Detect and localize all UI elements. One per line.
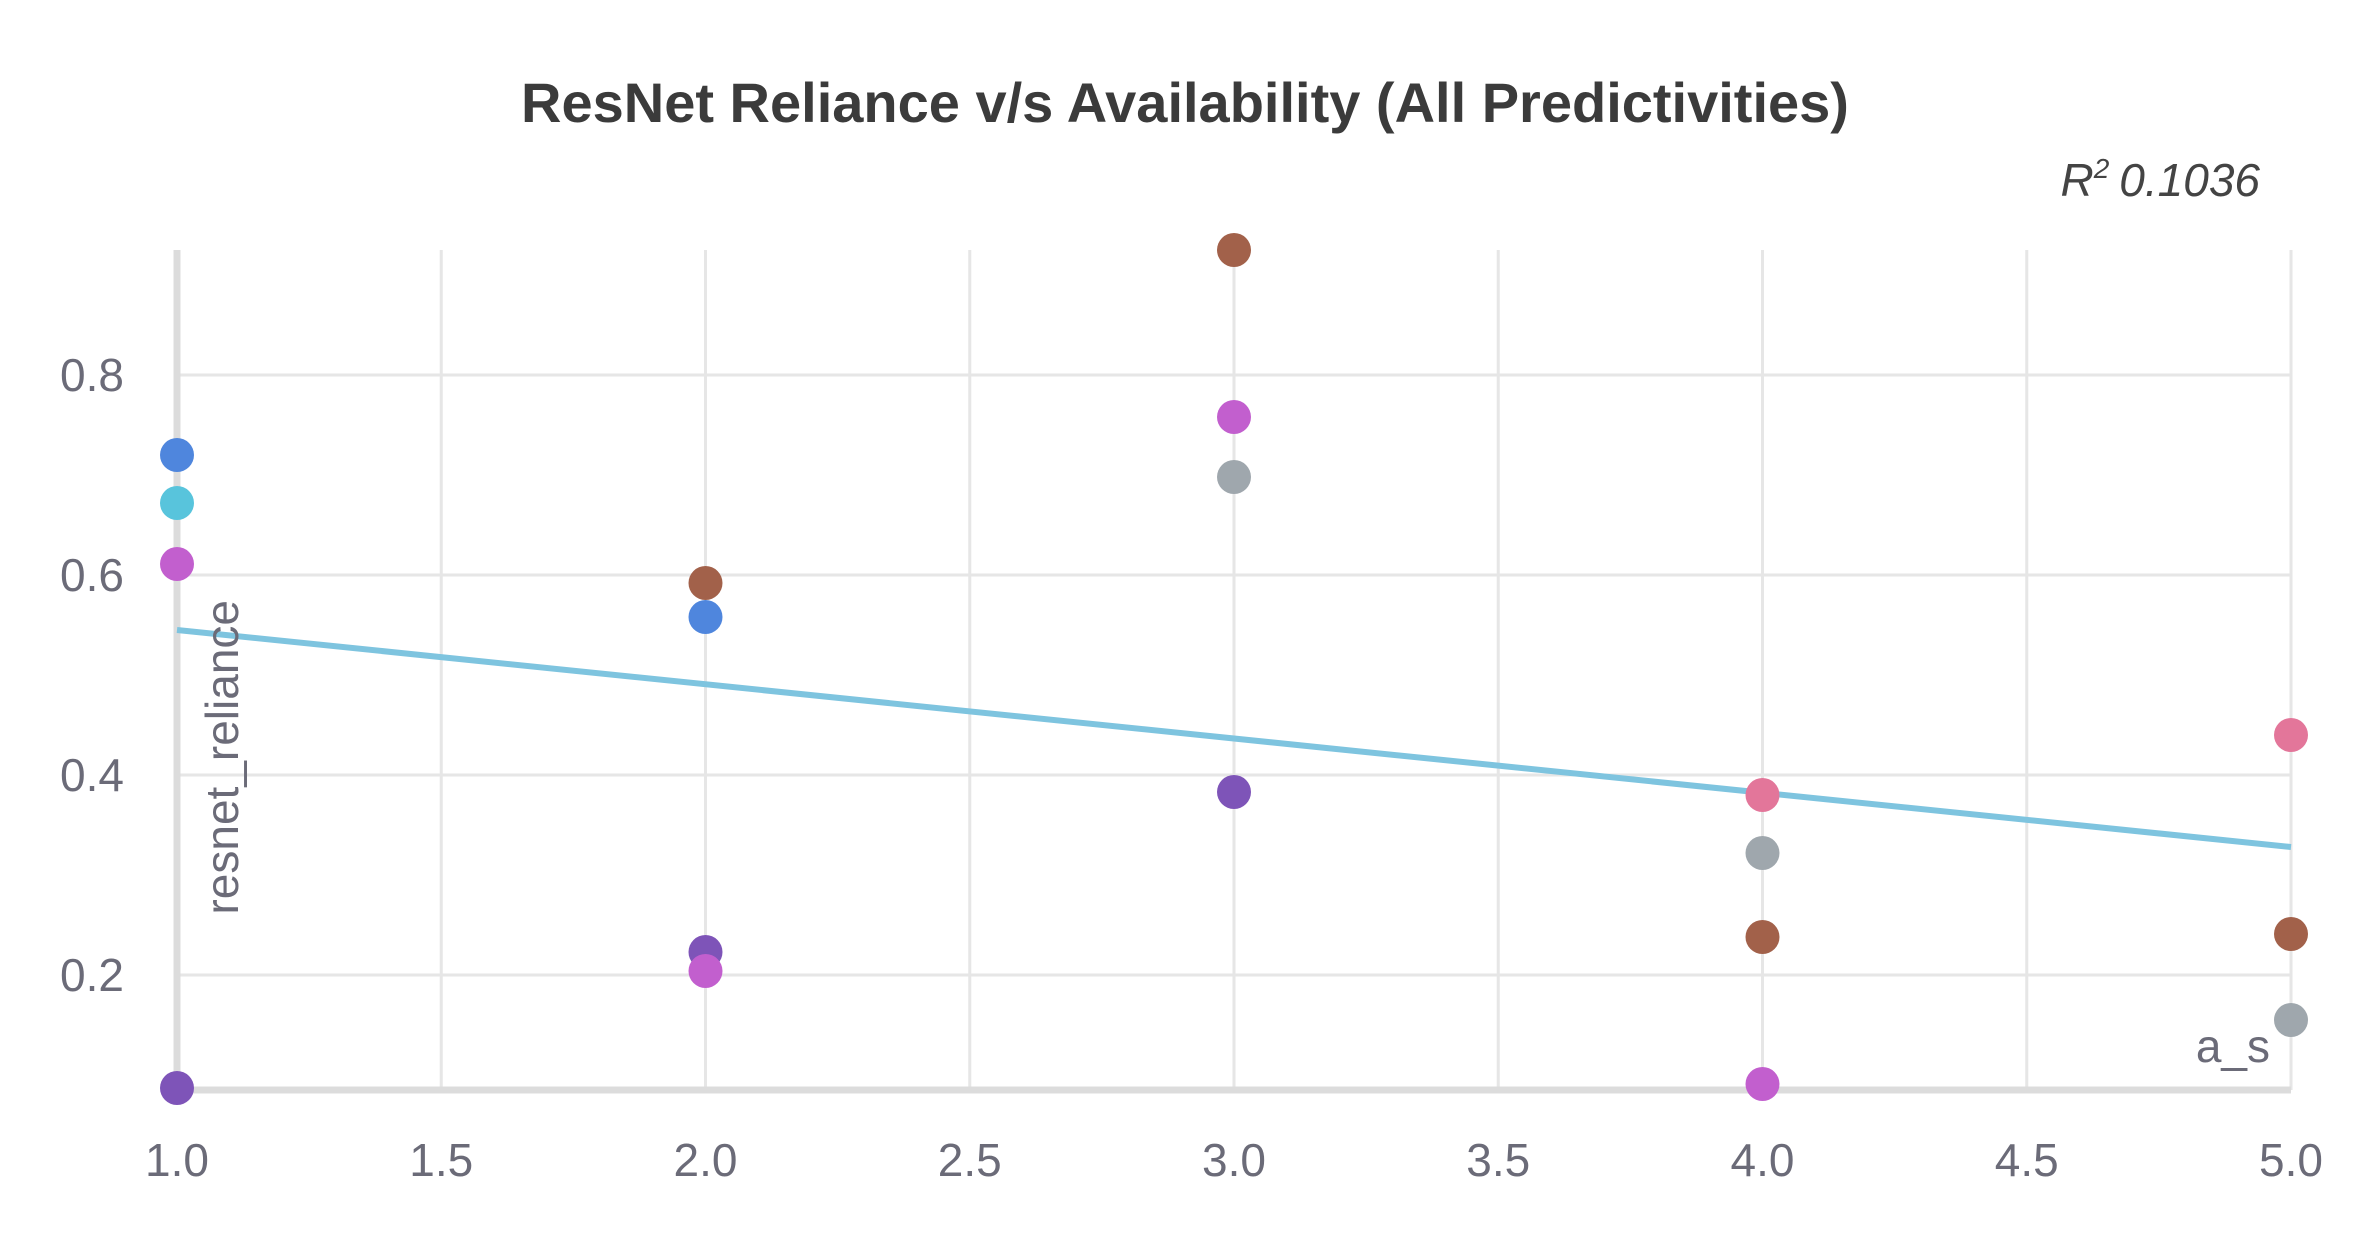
x-tick-label: 4.5 (1995, 1134, 2059, 1186)
scatter-point (1217, 233, 1251, 267)
y-tick-label: 0.8 (60, 349, 124, 401)
axes (173, 250, 2291, 1094)
scatter-point (688, 954, 723, 988)
scatter-point (688, 566, 723, 600)
x-axis-title: a_s (2196, 1020, 2270, 1072)
r-squared-value: 0.1036 (2119, 154, 2260, 206)
scatter-point (2274, 917, 2308, 951)
scatter-point (160, 438, 194, 472)
x-tick-label: 1.0 (145, 1134, 209, 1186)
scatter-point (2274, 1003, 2308, 1037)
y-axis-title: resnet_reliance (196, 600, 248, 915)
scatter-point (688, 600, 723, 634)
scatter-point (1745, 778, 1780, 812)
scatter-point (160, 1071, 194, 1105)
x-tick-label: 4.0 (1731, 1134, 1795, 1186)
regression-line (176, 627, 2292, 850)
scatter-point (1217, 775, 1251, 809)
grid (175, 250, 2293, 1090)
r-squared-symbol: R (2060, 154, 2093, 206)
scatter-point (160, 486, 194, 520)
r-squared-annotation: R2 0.1036 (2060, 153, 2260, 206)
scatter-point (2274, 718, 2308, 752)
x-tick-label: 1.5 (409, 1134, 473, 1186)
scatter-point (1745, 1067, 1780, 1101)
trendline-layer (176, 627, 2292, 850)
y-tick-label: 0.4 (60, 749, 124, 801)
scatter-point (160, 547, 194, 581)
tick-labels: 1.0 1.5 2.0 2.5 3.0 3.5 4.0 4.5 5.0 0.2 0.4 0.6 0.8 (60, 349, 2323, 1186)
x-tick-label: 2.5 (938, 1134, 1002, 1186)
data-points (160, 233, 2308, 1105)
y-tick-label: 0.2 (60, 949, 124, 1001)
x-tick-label: 3.5 (1466, 1134, 1530, 1186)
scatter-point (1745, 920, 1780, 954)
scatter-point (1217, 460, 1251, 494)
chart-title: ResNet Reliance v/s Availability (All Pr… (521, 71, 1849, 134)
r-squared-superscript: 2 (2093, 153, 2110, 184)
scatter-point (1745, 836, 1780, 870)
scatter-point (1217, 400, 1251, 434)
x-tick-label: 3.0 (1202, 1134, 1266, 1186)
x-tick-label: 2.0 (674, 1134, 738, 1186)
y-tick-label: 0.6 (60, 549, 124, 601)
x-tick-label: 5.0 (2259, 1134, 2323, 1186)
